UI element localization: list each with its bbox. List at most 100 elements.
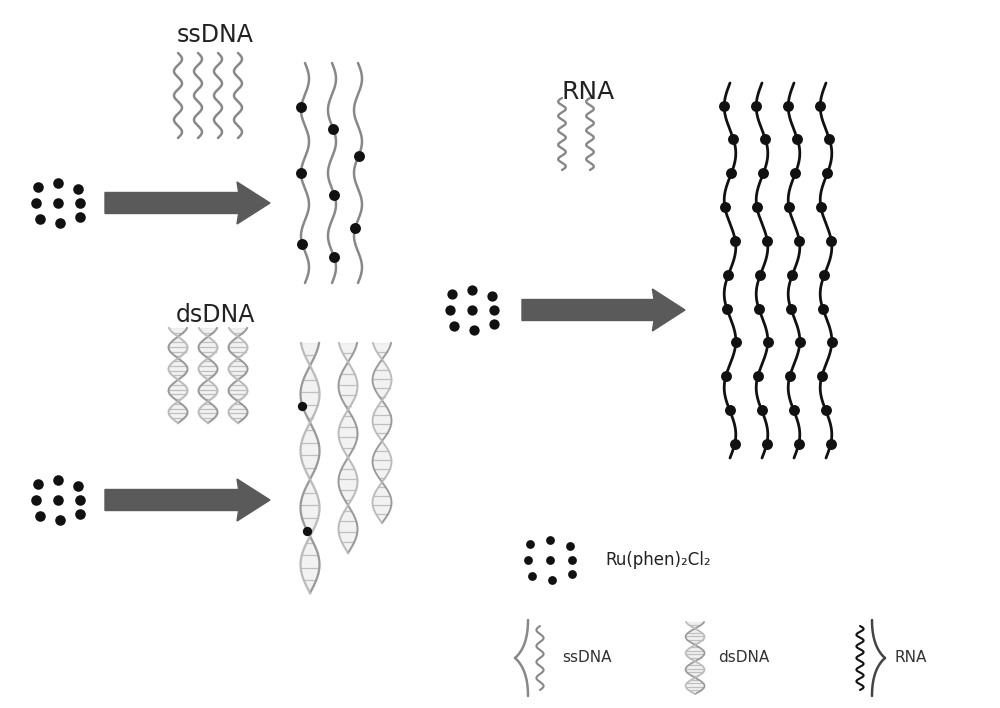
Point: [544, 574, 560, 586]
Point: [30, 479, 46, 490]
Point: [727, 438, 743, 450]
FancyArrow shape: [105, 182, 270, 224]
Point: [464, 285, 480, 296]
Point: [32, 510, 48, 522]
Point: [720, 269, 736, 280]
Point: [484, 290, 500, 302]
Point: [30, 181, 46, 193]
Point: [542, 554, 558, 566]
Point: [786, 404, 802, 416]
Point: [789, 134, 805, 145]
Point: [750, 370, 766, 382]
Point: [486, 304, 502, 316]
Point: [759, 438, 775, 450]
Point: [50, 494, 66, 506]
Point: [520, 554, 536, 566]
Point: [466, 324, 482, 336]
Point: [782, 370, 798, 382]
Point: [351, 150, 367, 161]
Point: [50, 177, 66, 188]
Text: Ru(phen)₂Cl₂: Ru(phen)₂Cl₂: [605, 551, 711, 569]
Point: [757, 134, 773, 145]
Point: [821, 134, 837, 145]
Point: [792, 337, 808, 348]
Point: [524, 571, 540, 582]
Point: [791, 438, 807, 450]
Point: [723, 168, 739, 179]
Point: [325, 123, 341, 135]
Point: [818, 404, 834, 416]
Point: [562, 540, 578, 552]
Text: ssDNA: ssDNA: [177, 23, 253, 47]
Point: [748, 100, 764, 111]
Point: [442, 304, 458, 316]
Point: [816, 269, 832, 280]
Point: [781, 201, 797, 212]
Text: dsDNA: dsDNA: [718, 651, 769, 666]
Point: [784, 269, 800, 280]
Point: [824, 337, 840, 348]
Point: [72, 211, 88, 222]
Point: [780, 100, 796, 111]
Point: [28, 494, 44, 506]
Point: [28, 198, 44, 209]
Point: [294, 238, 310, 249]
Point: [72, 508, 88, 520]
Point: [294, 400, 310, 411]
Point: [347, 223, 363, 234]
Point: [823, 438, 839, 450]
Point: [725, 134, 741, 145]
Point: [755, 168, 771, 179]
Point: [751, 303, 767, 314]
Point: [326, 251, 342, 263]
Point: [754, 404, 770, 416]
Point: [728, 337, 744, 348]
Point: [787, 168, 803, 179]
Point: [52, 217, 68, 229]
Point: [444, 288, 460, 299]
Point: [716, 100, 732, 111]
Point: [522, 538, 538, 549]
Point: [70, 183, 86, 195]
Point: [326, 190, 342, 201]
Point: [52, 514, 68, 525]
Point: [293, 101, 309, 113]
Text: RNA: RNA: [561, 80, 615, 104]
Point: [727, 235, 743, 246]
FancyArrow shape: [522, 289, 685, 331]
Point: [72, 494, 88, 506]
Point: [819, 168, 835, 179]
Point: [564, 554, 580, 566]
Point: [812, 100, 828, 111]
Point: [749, 201, 765, 212]
Point: [717, 201, 733, 212]
Point: [50, 474, 66, 486]
FancyArrow shape: [105, 479, 270, 521]
Point: [718, 370, 734, 382]
Point: [813, 201, 829, 212]
Point: [722, 404, 738, 416]
Point: [446, 320, 462, 331]
Point: [32, 213, 48, 224]
Point: [299, 525, 315, 537]
Point: [814, 370, 830, 382]
Point: [293, 168, 309, 179]
Point: [486, 319, 502, 330]
Text: dsDNA: dsDNA: [175, 303, 255, 327]
Point: [815, 303, 831, 314]
Point: [759, 235, 775, 246]
Text: RNA: RNA: [895, 651, 927, 666]
Point: [542, 535, 558, 546]
Point: [564, 569, 580, 580]
Text: ssDNA: ssDNA: [562, 651, 612, 666]
Point: [783, 303, 799, 314]
Point: [464, 304, 480, 316]
Point: [719, 303, 735, 314]
Point: [72, 198, 88, 209]
Point: [50, 198, 66, 209]
Point: [752, 269, 768, 280]
Point: [70, 480, 86, 491]
Point: [791, 235, 807, 246]
Point: [823, 235, 839, 246]
Point: [760, 337, 776, 348]
